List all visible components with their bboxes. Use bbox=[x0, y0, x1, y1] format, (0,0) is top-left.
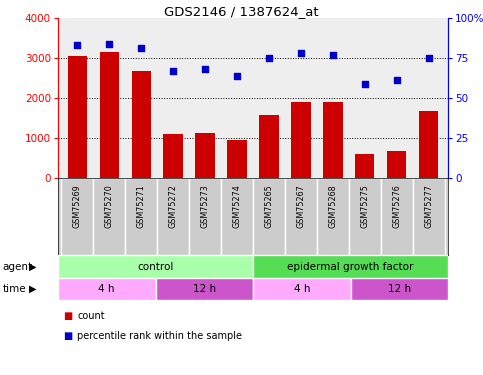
Point bbox=[233, 73, 241, 79]
Bar bbox=[125, 178, 157, 255]
Text: percentile rank within the sample: percentile rank within the sample bbox=[77, 331, 242, 341]
Text: 12 h: 12 h bbox=[193, 284, 216, 294]
Bar bbox=[253, 178, 285, 255]
Bar bbox=[68, 56, 87, 178]
Bar bbox=[157, 178, 189, 255]
Point bbox=[137, 45, 145, 51]
Text: GSM75271: GSM75271 bbox=[137, 184, 145, 228]
Text: control: control bbox=[137, 261, 174, 272]
Bar bbox=[323, 102, 342, 178]
Text: GSM75270: GSM75270 bbox=[105, 184, 114, 228]
Bar bbox=[221, 178, 253, 255]
Text: GSM75273: GSM75273 bbox=[200, 184, 210, 228]
Bar bbox=[355, 154, 374, 178]
Text: GSM75267: GSM75267 bbox=[297, 184, 305, 228]
Point bbox=[169, 68, 177, 74]
Bar bbox=[196, 133, 214, 178]
Text: ■: ■ bbox=[63, 331, 72, 341]
Bar bbox=[253, 255, 448, 278]
Bar bbox=[317, 178, 349, 255]
Text: agent: agent bbox=[2, 261, 32, 272]
Bar bbox=[381, 178, 413, 255]
Bar bbox=[419, 111, 439, 178]
Bar bbox=[61, 178, 93, 255]
Bar bbox=[58, 255, 253, 278]
Point bbox=[201, 66, 209, 72]
Text: ▶: ▶ bbox=[29, 284, 37, 294]
Text: GSM75272: GSM75272 bbox=[169, 184, 178, 228]
Bar bbox=[259, 115, 279, 178]
Bar bbox=[58, 278, 156, 300]
Bar bbox=[156, 278, 253, 300]
Point bbox=[393, 77, 401, 83]
Bar bbox=[351, 278, 448, 300]
Text: GSM75265: GSM75265 bbox=[265, 184, 273, 228]
Bar bbox=[349, 178, 381, 255]
Bar bbox=[253, 278, 351, 300]
Bar bbox=[131, 71, 151, 178]
Text: epidermal growth factor: epidermal growth factor bbox=[287, 261, 413, 272]
Text: ▶: ▶ bbox=[29, 261, 37, 272]
Text: 12 h: 12 h bbox=[388, 284, 411, 294]
Text: 4 h: 4 h bbox=[99, 284, 115, 294]
Point bbox=[73, 42, 81, 48]
Point bbox=[105, 40, 113, 46]
Point bbox=[425, 55, 433, 61]
Text: GDS2146 / 1387624_at: GDS2146 / 1387624_at bbox=[164, 5, 319, 18]
Text: 4 h: 4 h bbox=[294, 284, 310, 294]
Point bbox=[265, 55, 273, 61]
Bar bbox=[99, 52, 119, 178]
Point bbox=[297, 50, 305, 56]
Text: GSM75275: GSM75275 bbox=[360, 184, 369, 228]
Bar bbox=[93, 178, 125, 255]
Text: GSM75269: GSM75269 bbox=[72, 184, 82, 228]
Bar bbox=[387, 151, 406, 178]
Text: GSM75276: GSM75276 bbox=[392, 184, 401, 228]
Point bbox=[361, 81, 369, 87]
Point bbox=[329, 52, 337, 58]
Text: GSM75274: GSM75274 bbox=[232, 184, 242, 228]
Bar bbox=[285, 178, 317, 255]
Bar bbox=[227, 140, 247, 178]
Bar bbox=[413, 178, 445, 255]
Text: ■: ■ bbox=[63, 310, 72, 321]
Bar bbox=[291, 102, 311, 178]
Text: count: count bbox=[77, 310, 105, 321]
Text: time: time bbox=[2, 284, 26, 294]
Bar bbox=[189, 178, 221, 255]
Text: GSM75277: GSM75277 bbox=[425, 184, 433, 228]
Text: GSM75268: GSM75268 bbox=[328, 184, 338, 228]
Bar bbox=[163, 134, 183, 178]
